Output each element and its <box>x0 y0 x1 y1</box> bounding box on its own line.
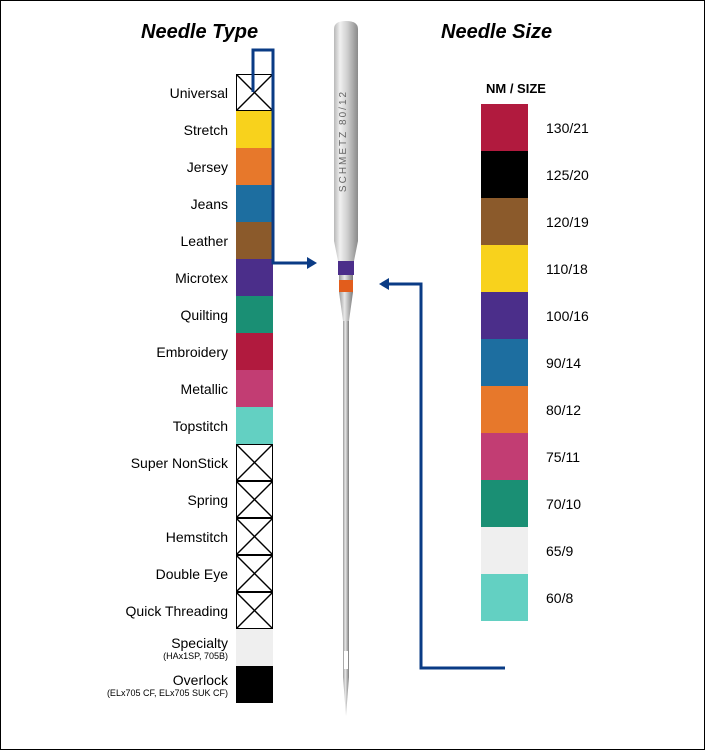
type-row: Jersey <box>1 148 273 185</box>
type-label: Embroidery <box>156 344 236 360</box>
type-label: Hemstitch <box>166 529 236 545</box>
type-label: Jeans <box>191 196 236 212</box>
type-swatch <box>236 481 273 518</box>
size-swatch <box>481 292 528 339</box>
type-row: Super NonStick <box>1 444 273 481</box>
type-row: Quick Threading <box>1 592 273 629</box>
type-swatch <box>236 666 273 703</box>
type-label: Universal <box>170 85 236 101</box>
type-swatch <box>236 148 273 185</box>
size-swatch <box>481 433 528 480</box>
type-row: Embroidery <box>1 333 273 370</box>
type-swatch <box>236 592 273 629</box>
type-row: Leather <box>1 222 273 259</box>
type-label: Specialty(HAx1SP, 705B) <box>163 635 236 661</box>
needle-graphic: SCHMETZ 80/12 <box>326 21 366 721</box>
type-row: Specialty(HAx1SP, 705B) <box>1 629 273 666</box>
size-swatch <box>481 151 528 198</box>
type-label: Stretch <box>184 122 236 138</box>
size-row: 70/10 <box>481 480 681 527</box>
type-label: Topstitch <box>173 418 236 434</box>
type-swatch <box>236 555 273 592</box>
size-swatch <box>481 480 528 527</box>
type-swatch <box>236 222 273 259</box>
heading-needle-size: Needle Size <box>441 21 552 44</box>
type-label: Metallic <box>181 381 236 397</box>
size-swatch <box>481 245 528 292</box>
size-label: 120/19 <box>528 214 589 230</box>
size-row: 90/14 <box>481 339 681 386</box>
needle-type-column: Universal Stretch Jersey Jeans Leather Microt… <box>1 74 273 703</box>
size-row: 75/11 <box>481 433 681 480</box>
type-label: Microtex <box>175 270 236 286</box>
size-swatch <box>481 198 528 245</box>
size-label: 65/9 <box>528 543 573 559</box>
type-row: Stretch <box>1 111 273 148</box>
type-swatch <box>236 629 273 666</box>
size-row: 110/18 <box>481 245 681 292</box>
type-swatch <box>236 185 273 222</box>
type-row: Overlock(ELx705 CF, ELx705 SUK CF) <box>1 666 273 703</box>
type-row: Quilting <box>1 296 273 333</box>
size-label: 125/20 <box>528 167 589 183</box>
type-swatch <box>236 333 273 370</box>
type-swatch <box>236 370 273 407</box>
type-label: Spring <box>188 492 236 508</box>
type-row: Hemstitch <box>1 518 273 555</box>
type-row: Universal <box>1 74 273 111</box>
size-row: 60/8 <box>481 574 681 621</box>
type-label: Quilting <box>181 307 236 323</box>
size-label: 130/21 <box>528 120 589 136</box>
size-label: 110/18 <box>528 261 588 277</box>
type-swatch <box>236 296 273 333</box>
size-row: 125/20 <box>481 151 681 198</box>
needle-size-column: 130/21 125/20 120/19 110/18 100/16 90/14 80/12… <box>481 104 681 621</box>
type-row: Microtex <box>1 259 273 296</box>
type-label: Quick Threading <box>126 603 236 619</box>
type-row: Topstitch <box>1 407 273 444</box>
type-swatch <box>236 444 273 481</box>
label-nm-size: NM / SIZE <box>486 81 546 96</box>
size-row: 100/16 <box>481 292 681 339</box>
size-swatch <box>481 386 528 433</box>
type-swatch <box>236 407 273 444</box>
size-row: 65/9 <box>481 527 681 574</box>
size-swatch <box>481 574 528 621</box>
heading-needle-type: Needle Type <box>141 21 258 44</box>
type-row: Metallic <box>1 370 273 407</box>
size-swatch <box>481 527 528 574</box>
type-row: Jeans <box>1 185 273 222</box>
type-label: Double Eye <box>156 566 236 582</box>
size-swatch <box>481 339 528 386</box>
size-label: 80/12 <box>528 402 581 418</box>
type-row: Spring <box>1 481 273 518</box>
type-label: Jersey <box>187 159 236 175</box>
type-swatch <box>236 74 273 111</box>
shank-engraving: SCHMETZ 80/12 <box>338 90 349 192</box>
type-label: Super NonStick <box>131 455 236 471</box>
type-row: Double Eye <box>1 555 273 592</box>
size-label: 60/8 <box>528 590 573 606</box>
type-swatch <box>236 111 273 148</box>
size-row: 120/19 <box>481 198 681 245</box>
size-row: 130/21 <box>481 104 681 151</box>
size-label: 90/14 <box>528 355 581 371</box>
type-label: Leather <box>181 233 236 249</box>
size-row: 80/12 <box>481 386 681 433</box>
type-label: Overlock(ELx705 CF, ELx705 SUK CF) <box>107 672 236 698</box>
size-label: 70/10 <box>528 496 581 512</box>
type-swatch <box>236 518 273 555</box>
type-swatch <box>236 259 273 296</box>
size-swatch <box>481 104 528 151</box>
size-label: 100/16 <box>528 308 589 324</box>
size-label: 75/11 <box>528 449 580 465</box>
